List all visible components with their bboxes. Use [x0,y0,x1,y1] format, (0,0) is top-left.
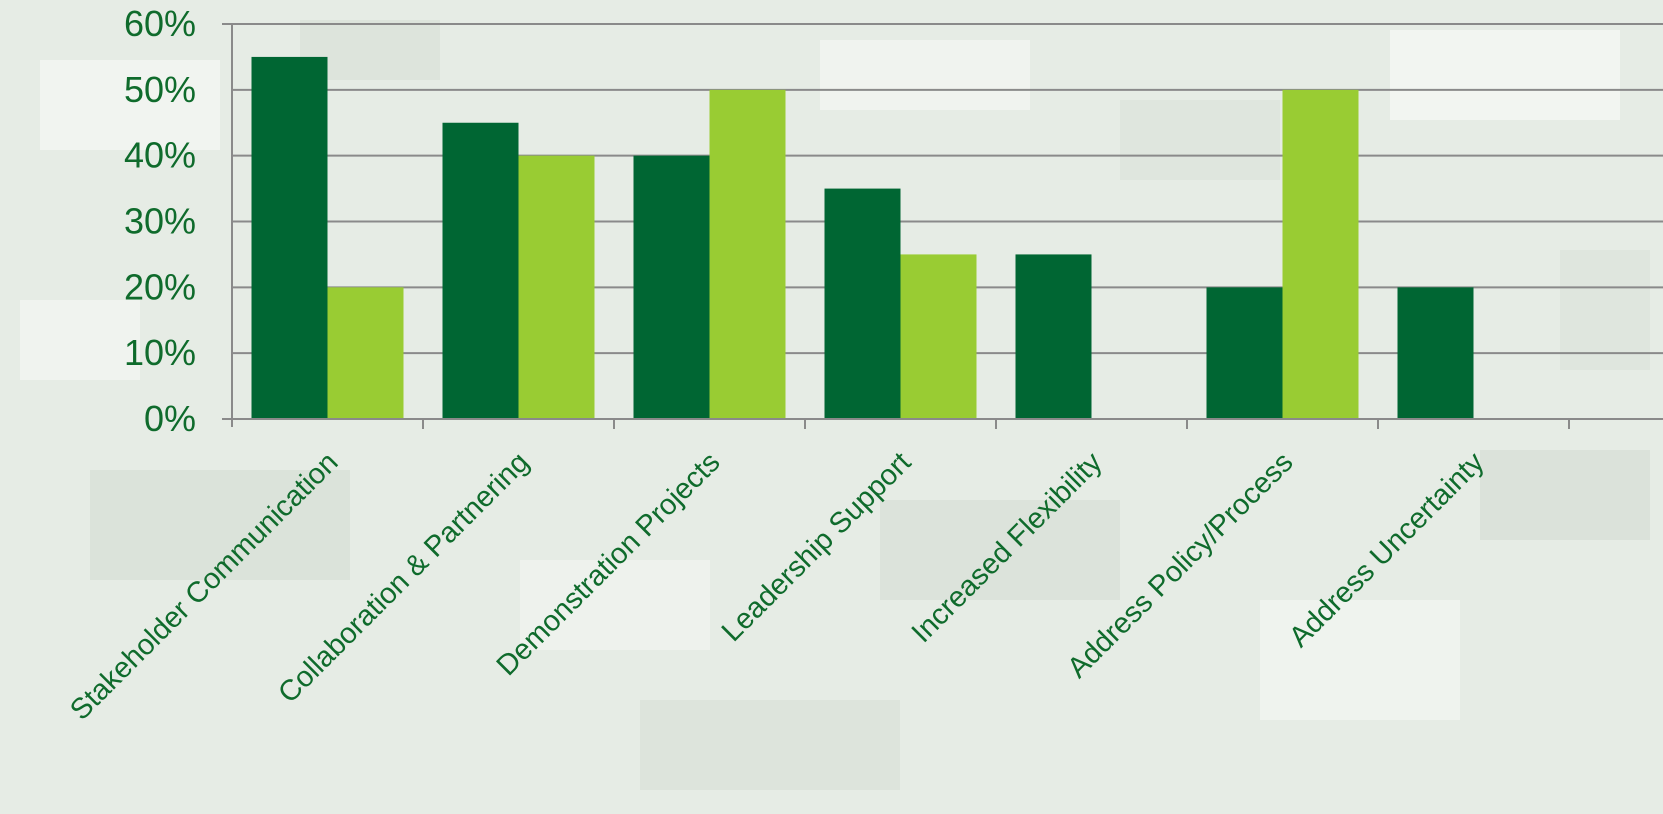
y-tick-label: 60% [124,3,196,44]
y-axis-ticks: 0% 10% 20% 30% 40% 50% 60% [124,3,196,439]
bar-series-2 [709,89,786,419]
bar-series-1 [1206,287,1283,419]
y-tick-label: 10% [124,332,196,373]
axes [222,23,1663,429]
bar-series-1 [442,122,519,419]
bars [251,56,1474,420]
y-tick-label: 0% [144,398,196,439]
y-tick-label: 20% [124,266,196,307]
y-tick-label: 30% [124,201,196,242]
y-tick-label: 40% [124,135,196,176]
bar-series-1 [824,188,901,419]
bar-series-2 [900,254,977,419]
bar-series-2 [1282,89,1359,419]
bar-series-1 [1015,254,1092,419]
bar-series-2 [518,155,595,419]
bar-series-1 [1397,287,1474,419]
bar-series-2 [327,287,404,419]
bar-series-1 [633,155,710,419]
bar-series-1 [251,56,328,420]
y-tick-label: 50% [124,69,196,110]
